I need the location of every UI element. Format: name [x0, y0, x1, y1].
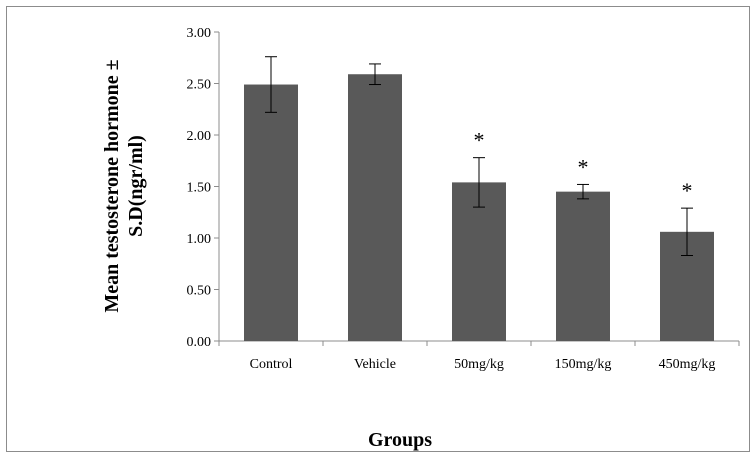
- y-axis-title-line-2: S.D(ngr/ml): [125, 135, 147, 237]
- y-axis-title: Mean testosterone hormone ± S.D(ngr/ml): [101, 59, 147, 312]
- y-axis-title-line-1: Mean testosterone hormone ±: [101, 59, 123, 312]
- bar: [244, 84, 298, 341]
- y-tick-label: 3.00: [187, 26, 212, 41]
- significance-marker: *: [682, 178, 693, 203]
- x-axis-title: Groups: [368, 429, 432, 451]
- x-tick-label: Vehicle: [354, 357, 396, 372]
- bar: [452, 182, 506, 341]
- y-tick-label: 1.00: [187, 232, 212, 247]
- significance-marker: *: [578, 154, 589, 179]
- plot-area: 0.00 0.50 1.00 1.50 2.00 2.50 3.00 Control Vehic…: [187, 26, 740, 372]
- y-tick-label: 0.00: [187, 335, 212, 350]
- bar: [348, 74, 402, 341]
- y-tick-label: 1.50: [187, 181, 212, 196]
- x-tick-label: Control: [250, 357, 293, 372]
- bar: [556, 191, 610, 341]
- y-tick-label: 2.50: [187, 78, 212, 93]
- y-tick-label: 0.50: [187, 284, 212, 299]
- x-tick-label: 50mg/kg: [454, 357, 504, 372]
- x-tick-label: 450mg/kg: [659, 357, 716, 372]
- significance-marker: *: [474, 128, 485, 153]
- x-tick-label: 150mg/kg: [555, 357, 612, 372]
- y-tick-label: 2.00: [187, 129, 212, 144]
